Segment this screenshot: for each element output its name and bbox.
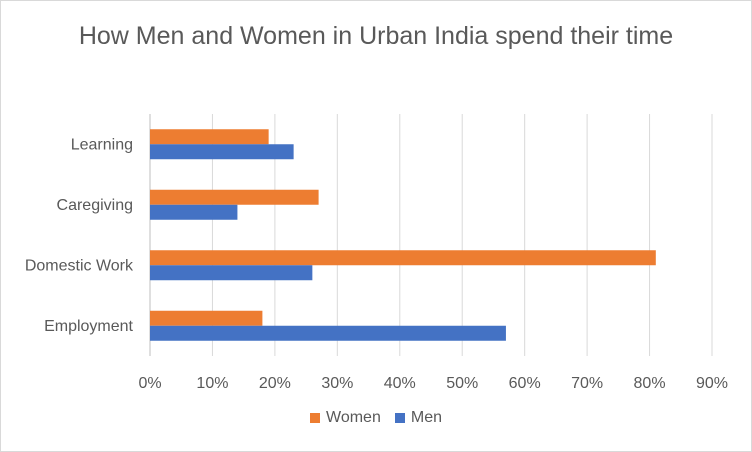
x-tick-label: 70% (571, 375, 603, 392)
category-label: Learning (71, 136, 133, 153)
chart-title: How Men and Women in Urban India spend t… (78, 22, 674, 50)
bar-women-learning (150, 129, 269, 145)
bar-women-domestic-work (150, 250, 656, 266)
legend-item-men: Men (394, 409, 442, 427)
bar-men-caregiving (150, 204, 238, 220)
legend-item-women: Women (310, 409, 381, 427)
x-tick-label: 0% (138, 375, 161, 392)
bar-men-learning (150, 144, 294, 160)
legend-swatch-women (310, 413, 321, 423)
bar-men-employment (150, 325, 506, 341)
legend-label-men: Men (410, 409, 442, 426)
x-tick-label: 10% (196, 375, 228, 392)
x-tick-label: 20% (259, 375, 291, 392)
x-tick-label: 80% (634, 375, 666, 392)
x-tick-label: 50% (446, 375, 478, 392)
category-label: Domestic Work (25, 257, 134, 274)
legend-label-women: Women (326, 409, 381, 426)
x-tick-label: 60% (509, 375, 541, 392)
x-tick-label: 90% (696, 375, 728, 392)
legend: Women Men (1, 409, 751, 427)
category-label: Employment (44, 318, 133, 335)
bar-women-caregiving (150, 189, 319, 205)
x-tick-label: 30% (321, 375, 353, 392)
plot-area: 0% 10% 20% 30% 40% 50% 60% 70% 80% 90% Learning Car… (25, 114, 728, 392)
x-tick-label: 40% (384, 375, 416, 392)
legend-swatch-men (394, 413, 405, 423)
bar-men-domestic-work (150, 265, 313, 281)
category-label: Caregiving (57, 197, 133, 214)
bar-women-employment (150, 310, 263, 326)
